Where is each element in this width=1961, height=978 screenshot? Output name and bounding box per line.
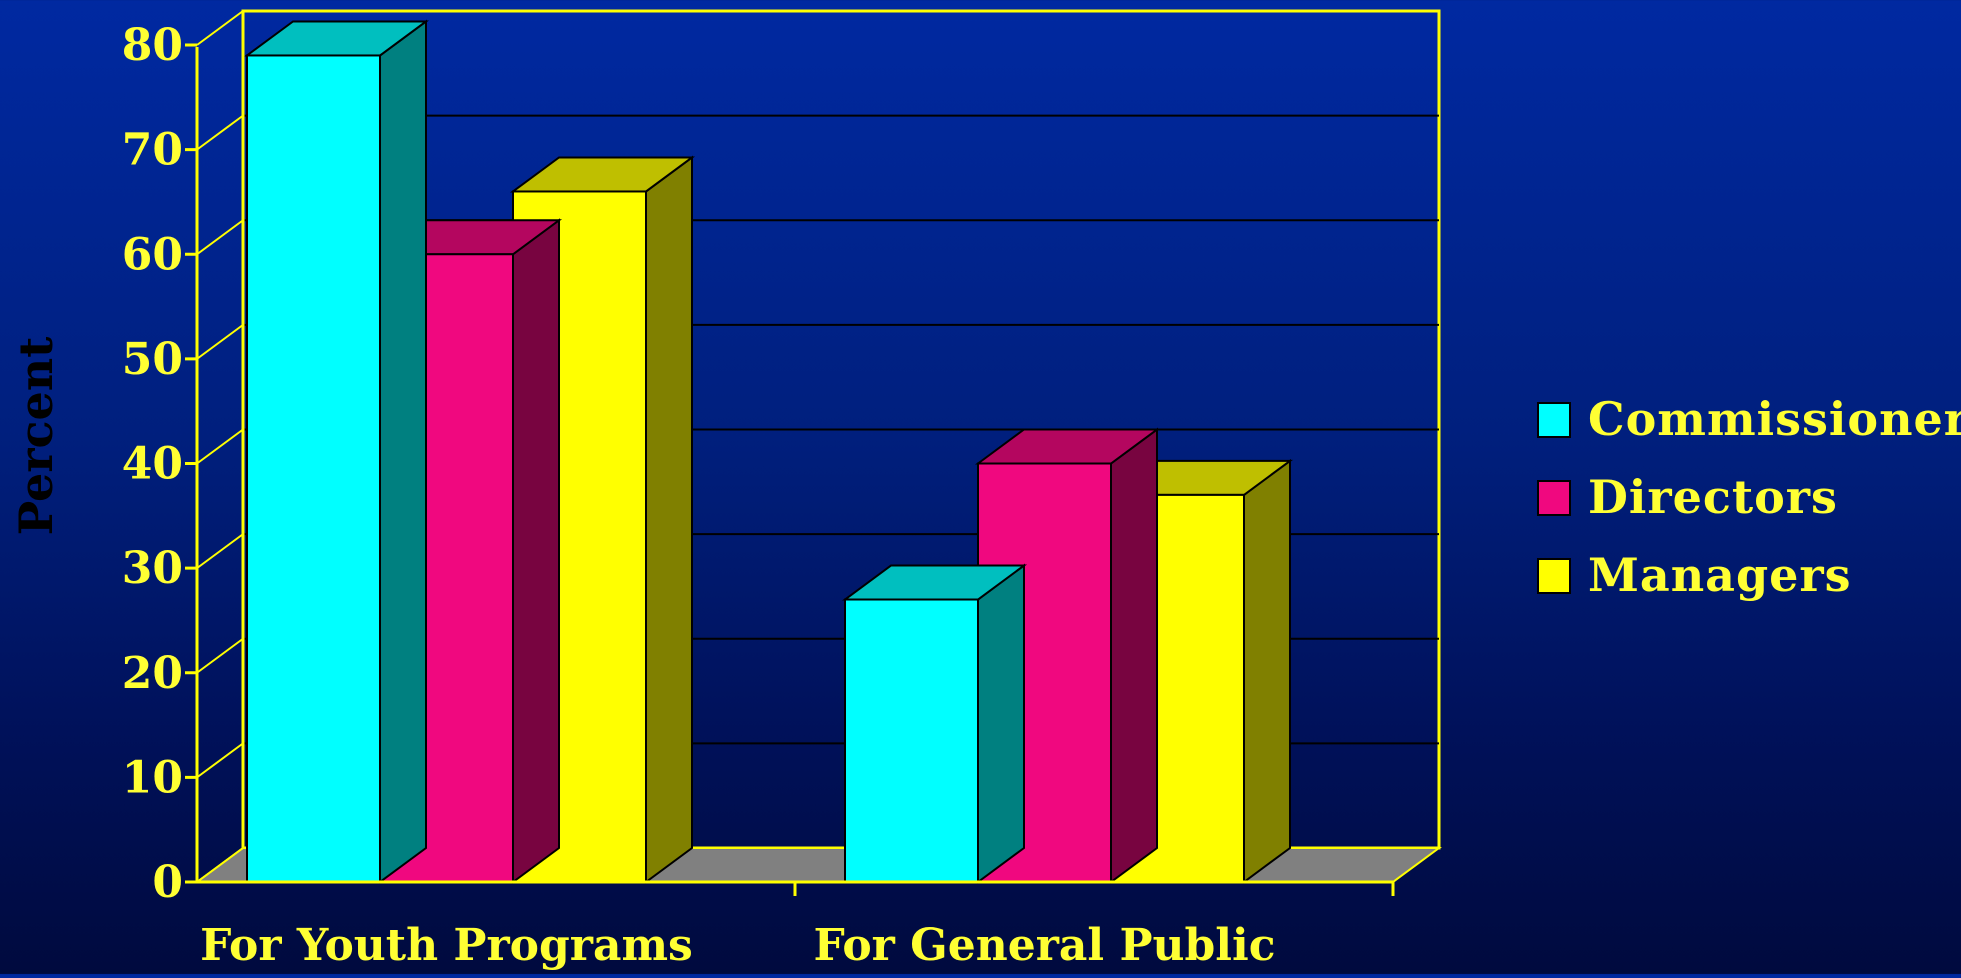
bar-side — [1110, 427, 1158, 884]
legend-label: Directors — [1588, 470, 1838, 524]
x-tick-label: For General Public — [813, 920, 1275, 971]
bar-side — [977, 563, 1025, 884]
bar-side — [379, 19, 427, 884]
bar-side — [512, 218, 560, 884]
y-tick-label: 80 — [122, 20, 183, 71]
gridline-side — [196, 742, 244, 779]
legend-item: Directors — [1537, 470, 1838, 524]
y-tick-label: 10 — [122, 752, 183, 803]
x-tick-label: For Youth Programs — [200, 920, 693, 971]
bar-side — [645, 155, 693, 884]
legend-label: Commissioners — [1588, 392, 1961, 446]
legend-swatch — [1537, 480, 1571, 516]
gridline-side — [196, 114, 244, 151]
y-tick-label: 40 — [122, 439, 183, 490]
legend-item: Managers — [1537, 548, 1852, 602]
bar-front — [246, 54, 381, 883]
y-axis-label: Percent — [9, 336, 63, 536]
gridline-side — [196, 10, 244, 46]
y-tick-label: 60 — [122, 229, 183, 280]
y-tick-label: 0 — [152, 857, 183, 908]
axes — [185, 11, 1395, 896]
gridline-side — [196, 533, 244, 569]
gridline-side — [196, 324, 244, 360]
legend-label: Managers — [1588, 548, 1852, 602]
bar — [841, 563, 1028, 884]
bars — [243, 19, 1294, 884]
bar-front — [844, 598, 979, 883]
y-tick-label: 70 — [122, 125, 183, 176]
legend-swatch — [1537, 402, 1571, 438]
y-tick-label: 30 — [122, 543, 183, 594]
x-axis-tick-labels: For Youth Programs For General Public — [200, 920, 1275, 971]
y-tick-label: 20 — [122, 648, 183, 699]
gridline-side — [196, 428, 244, 465]
gridline-side — [196, 847, 244, 883]
gridline-side — [196, 219, 244, 256]
y-tick-label: 50 — [122, 334, 183, 385]
gridline-side — [196, 637, 244, 674]
legend-item: Commissioners — [1537, 392, 1961, 446]
bar — [243, 19, 430, 884]
legend: Commissioners Directors Managers — [1537, 392, 1961, 602]
bar-side — [1243, 458, 1291, 884]
y-axis-tick-labels: 0 10 20 30 40 50 60 70 80 — [122, 20, 183, 908]
legend-swatch — [1537, 558, 1571, 594]
